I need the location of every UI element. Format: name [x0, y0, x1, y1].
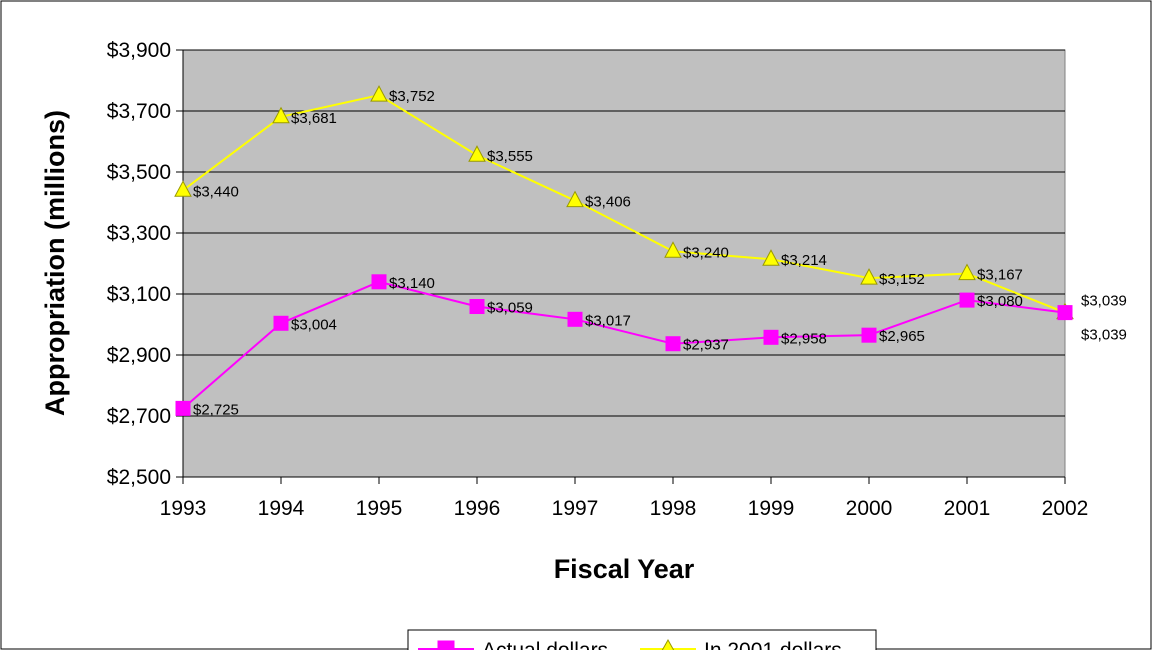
point-2001-triangle-icon	[860, 268, 878, 285]
data-label-actual: $3,059	[487, 300, 533, 317]
data-labels: $2,725 $3,004 $3,140 $3,059 $3,017 $2,937 $2,9…	[193, 88, 1127, 418]
point-actual-square-icon	[273, 315, 289, 331]
data-label-actual: $3,017	[585, 312, 631, 329]
point-actual-square-icon	[959, 292, 975, 308]
point-2001-triangle-icon	[664, 241, 682, 258]
x-axis-title: Fiscal Year	[554, 554, 695, 584]
x-tick-label: 1995	[356, 497, 403, 520]
point-actual-square-icon	[665, 336, 681, 352]
y-tick-label: $2,500	[107, 466, 171, 489]
y-tick-label: $3,900	[107, 39, 171, 62]
legend-label-2001: In 2001 dollars	[704, 639, 842, 650]
data-label-2001: $3,240	[683, 244, 729, 261]
y-tick-label: $3,700	[107, 100, 171, 123]
x-tick-label: 2000	[846, 497, 893, 520]
data-label-actual: $2,725	[193, 401, 239, 418]
point-2001-triangle-icon	[174, 180, 192, 197]
point-2001-triangle-icon	[762, 249, 780, 266]
x-tick-label: 1999	[748, 497, 795, 520]
point-2001-triangle-icon	[272, 106, 290, 124]
data-label-2001: $3,440	[193, 183, 239, 200]
legend-box	[407, 629, 877, 650]
gridlines	[183, 49, 1065, 417]
point-actual-square-icon	[1057, 305, 1073, 321]
data-label-actual: $2,965	[879, 328, 925, 345]
data-label-2001: $3,039	[1081, 293, 1127, 310]
y-tick-label: $2,900	[107, 344, 171, 367]
legend-label-actual: Actual dollars	[482, 639, 608, 650]
x-tick-label: 2001	[944, 497, 991, 520]
data-label-actual: $3,080	[977, 293, 1023, 310]
x-tick-label: 1998	[650, 497, 697, 520]
y-tick-label: $2,700	[107, 405, 171, 428]
data-label-actual: $3,039	[1081, 327, 1127, 344]
point-2001-triangle-icon	[370, 85, 388, 102]
data-label-actual: $2,937	[683, 337, 729, 354]
y-tick-label: $3,100	[107, 283, 171, 306]
x-tick-label: 1997	[552, 497, 599, 520]
point-2001-triangle-icon	[958, 263, 976, 281]
x-tick-label: 1994	[258, 497, 305, 520]
point-actual-square-icon	[861, 327, 877, 343]
plot-area	[182, 49, 1066, 478]
data-label-2001: $3,214	[781, 252, 827, 269]
data-label-2001: $3,152	[879, 271, 925, 288]
data-label-2001: $3,406	[585, 194, 631, 211]
y-tick-label: $3,300	[107, 222, 171, 245]
x-tick-label: 1993	[160, 497, 207, 520]
y-ticks: $2,500 $2,700 $2,900 $3,100 $3,300 $3,500 $3,7…	[107, 39, 183, 489]
series-layer	[174, 85, 1074, 416]
data-label-actual: $2,958	[781, 330, 827, 347]
data-label-actual: $3,140	[389, 275, 435, 292]
point-actual-square-icon	[567, 311, 583, 327]
point-2001-triangle-icon	[468, 145, 486, 162]
point-2001-triangle-icon	[566, 190, 584, 208]
legend-marker-square-icon	[437, 640, 455, 650]
point-actual-square-icon	[763, 329, 779, 345]
series-line-actual	[182, 280, 1066, 410]
legend-marker-triangle-icon	[661, 638, 675, 650]
data-label-2001: $3,681	[291, 110, 337, 127]
point-actual-square-icon	[175, 400, 191, 416]
data-label-actual: $3,004	[291, 316, 337, 333]
point-actual-square-icon	[371, 274, 387, 290]
legend: Actual dollars In 2001 dollars	[407, 629, 877, 650]
point-actual-square-icon	[469, 299, 485, 315]
data-label-2001: $3,555	[487, 148, 533, 165]
y-tick-label: $3,500	[107, 161, 171, 184]
x-tick-label: 2002	[1042, 497, 1089, 520]
y-axis-title: Appropriation (millions)	[40, 110, 70, 416]
data-label-2001: $3,752	[389, 88, 435, 105]
x-ticks: 1993 1994 1995 1996 1997 1998 1999 2000 2001 2002	[160, 477, 1089, 520]
x-tick-label: 1996	[454, 497, 501, 520]
series-line-2001	[182, 94, 1066, 314]
data-label-2001: $3,167	[977, 267, 1023, 284]
